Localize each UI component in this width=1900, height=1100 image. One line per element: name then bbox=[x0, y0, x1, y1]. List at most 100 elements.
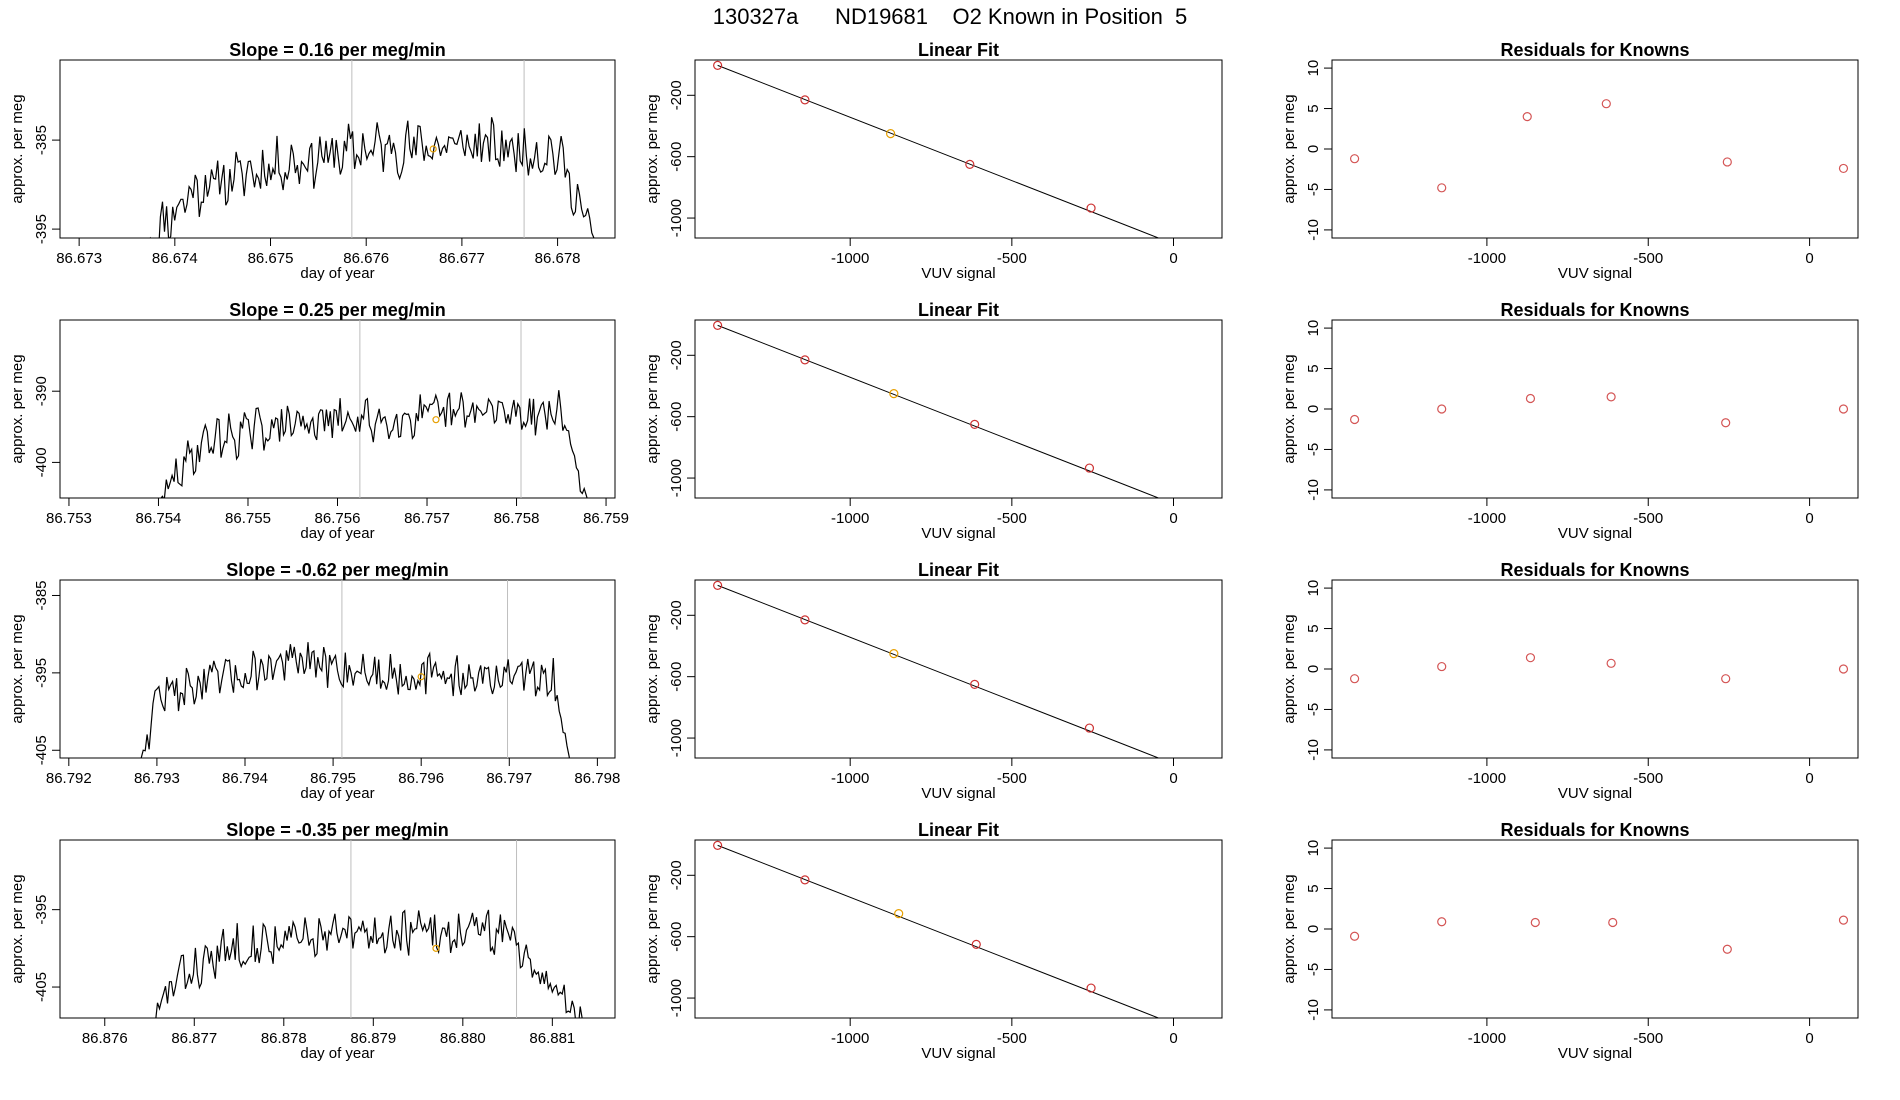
panel-title: Linear Fit bbox=[918, 820, 999, 840]
plot-frame bbox=[1331, 59, 1859, 239]
fit-point bbox=[970, 419, 980, 429]
x-tick-label: 86.677 bbox=[439, 250, 485, 267]
residual-point bbox=[1349, 414, 1360, 425]
y-tick-label: -385 bbox=[33, 125, 50, 155]
fit-point bbox=[889, 649, 899, 659]
residual-point bbox=[1437, 917, 1447, 927]
x-tick-label: 0 bbox=[1169, 510, 1177, 527]
panel-title: Residuals for Knowns bbox=[1500, 300, 1689, 320]
residual-point bbox=[1722, 944, 1732, 954]
panel-title: Residuals for Knowns bbox=[1500, 820, 1689, 840]
x-tick-label: 86.753 bbox=[46, 510, 92, 527]
y-tick-label: -200 bbox=[668, 80, 685, 110]
y-tick-label: -600 bbox=[668, 922, 685, 952]
x-axis-label: day of year bbox=[300, 785, 374, 802]
fit-point bbox=[800, 615, 810, 625]
fit-point bbox=[1084, 463, 1095, 473]
residual-point bbox=[1838, 163, 1849, 174]
y-tick-label: 0 bbox=[1305, 405, 1322, 413]
figure-title: 130327a ND19681 O2 Known in Position 5 bbox=[712, 4, 1188, 29]
fit-point bbox=[1086, 203, 1096, 213]
y-tick-label: 0 bbox=[1305, 925, 1322, 933]
x-tick-label: 86.759 bbox=[583, 510, 629, 527]
fit-point bbox=[713, 60, 723, 70]
x-tick-label: 86.755 bbox=[225, 510, 271, 527]
residual-point bbox=[1437, 661, 1447, 672]
fit-point bbox=[713, 580, 723, 590]
y-tick-label: -1000 bbox=[668, 459, 685, 497]
fit-point bbox=[800, 95, 810, 105]
x-tick-label: 86.756 bbox=[315, 510, 361, 527]
x-tick-label: -1000 bbox=[1468, 510, 1506, 527]
plot-frame bbox=[694, 579, 1223, 759]
residual-point bbox=[1838, 404, 1849, 414]
y-tick-label: -1000 bbox=[668, 719, 685, 757]
fit-point bbox=[800, 875, 810, 885]
y-tick-label: 10 bbox=[1305, 840, 1322, 857]
fit-point bbox=[894, 909, 904, 919]
y-tick-label: -10 bbox=[1305, 479, 1322, 501]
x-tick-label: 86.754 bbox=[136, 510, 182, 527]
y-axis-label: approx. per meg bbox=[644, 614, 661, 723]
fit-point bbox=[800, 355, 810, 365]
plot-area bbox=[1349, 99, 1849, 193]
highlight-point bbox=[432, 944, 440, 952]
x-tick-label: -500 bbox=[997, 1030, 1027, 1047]
y-axis-label: approx. per meg bbox=[1281, 354, 1298, 463]
x-tick-label: 86.678 bbox=[535, 250, 581, 267]
residual-point bbox=[1349, 674, 1360, 684]
panel-1-3: Residuals for Knowns -1000 -500 0 -10 -5 0 5 10 V… bbox=[1281, 40, 1859, 282]
fit-point bbox=[889, 389, 899, 399]
residual-point bbox=[1608, 917, 1618, 928]
y-tick-label: -400 bbox=[33, 447, 50, 477]
plot-area bbox=[140, 580, 571, 758]
x-tick-label: -1000 bbox=[1468, 250, 1506, 267]
y-tick-label: 5 bbox=[1305, 624, 1322, 632]
residual-point bbox=[1838, 664, 1849, 674]
highlight-point bbox=[417, 673, 425, 681]
panel-4-2: Linear Fit -1000 -500 0 -200 -600 -1000 VUV sig… bbox=[644, 820, 1223, 1062]
fit-line bbox=[717, 64, 1160, 238]
fit-line bbox=[717, 584, 1160, 758]
y-tick-label: -5 bbox=[1305, 443, 1322, 456]
x-axis-label: VUV signal bbox=[1558, 785, 1632, 802]
y-tick-label: 10 bbox=[1305, 60, 1322, 77]
x-tick-label: 86.797 bbox=[486, 770, 532, 787]
residual-point bbox=[1721, 418, 1731, 428]
panel-3-3: Residuals for Knowns -1000 -500 0 -10 -5 0 5 10 V… bbox=[1281, 560, 1859, 802]
x-tick-label: -500 bbox=[997, 250, 1027, 267]
x-axis-label: VUV signal bbox=[921, 785, 995, 802]
plot-area bbox=[713, 840, 1211, 1041]
x-tick-label: -500 bbox=[997, 510, 1027, 527]
x-tick-label: 86.880 bbox=[440, 1030, 486, 1047]
residual-point bbox=[1721, 674, 1731, 684]
x-tick-label: 86.674 bbox=[152, 250, 198, 267]
x-tick-label: -1000 bbox=[831, 1030, 869, 1047]
panel-title: Slope = 0.16 per meg/min bbox=[229, 40, 446, 60]
plot-frame bbox=[59, 59, 616, 239]
residual-point bbox=[1606, 658, 1616, 668]
fit-point bbox=[1203, 1033, 1211, 1041]
residual-point bbox=[1525, 653, 1536, 663]
y-tick-label: 10 bbox=[1305, 580, 1322, 597]
panel-2-2: Linear Fit -1000 -500 0 -200 -600 -1000 VUV sig… bbox=[644, 300, 1223, 542]
fit-point bbox=[1203, 773, 1211, 781]
x-tick-label: -500 bbox=[1633, 510, 1663, 527]
y-tick-label: -1000 bbox=[668, 199, 685, 237]
y-tick-label: -10 bbox=[1305, 739, 1322, 761]
x-axis-label: day of year bbox=[300, 265, 374, 282]
residual-point bbox=[1722, 157, 1732, 167]
x-tick-label: 86.796 bbox=[398, 770, 444, 787]
plot-area bbox=[713, 580, 1211, 781]
y-tick-label: -395 bbox=[33, 658, 50, 688]
x-tick-label: 0 bbox=[1805, 250, 1813, 267]
x-axis-label: VUV signal bbox=[921, 265, 995, 282]
y-tick-label: -405 bbox=[33, 735, 50, 765]
plot-area bbox=[1349, 653, 1849, 684]
x-tick-label: 86.795 bbox=[310, 770, 356, 787]
plot-area bbox=[1349, 392, 1849, 428]
x-tick-label: -1000 bbox=[831, 250, 869, 267]
panel-3-1: Slope = -0.62 per meg/min 86.792 86.793 86.… bbox=[9, 560, 620, 802]
y-tick-label: -390 bbox=[33, 376, 50, 406]
